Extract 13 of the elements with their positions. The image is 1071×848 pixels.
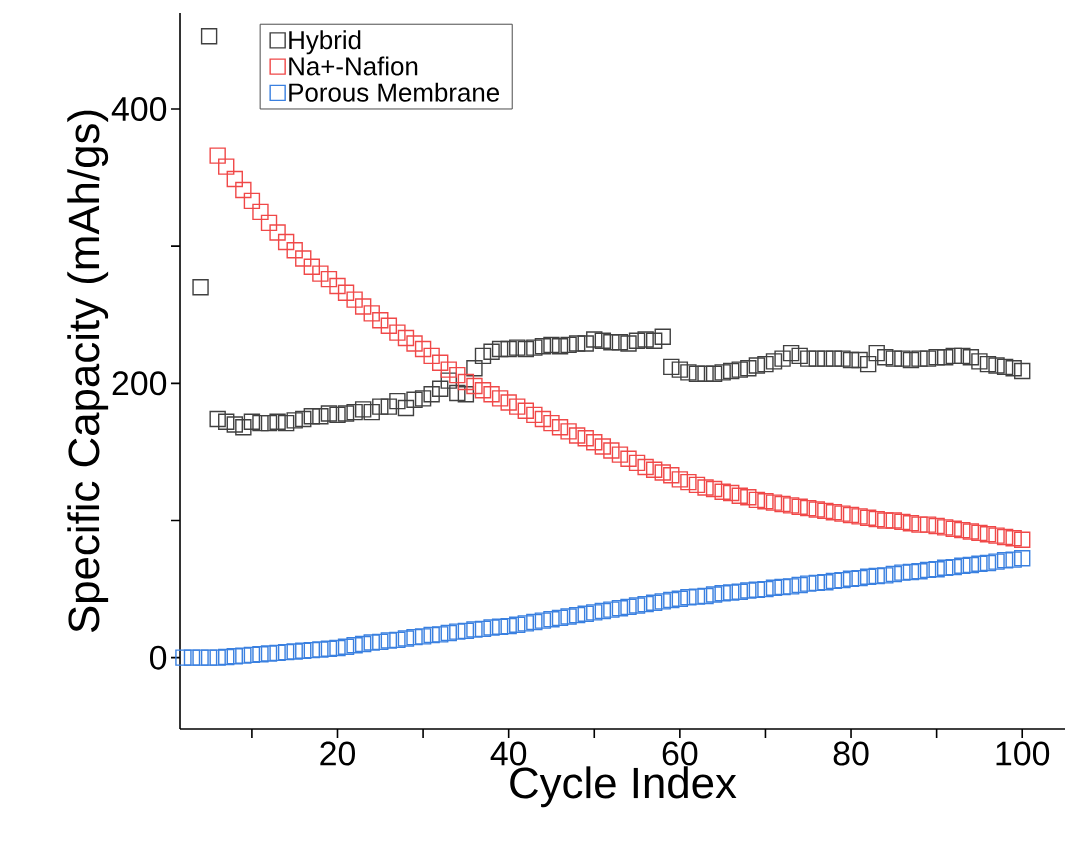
legend-label: Hybrid	[289, 30, 361, 55]
x-axis-title: Cycle Index	[510, 766, 737, 808]
x-tick-label: 60	[662, 741, 698, 766]
x-tick-label: 40	[490, 741, 527, 766]
x-tick-label: 80	[833, 741, 869, 766]
x-tick-label: 20	[320, 741, 356, 766]
y-tick-label: 400	[111, 97, 167, 121]
x-tick-label: 100	[996, 741, 1050, 766]
legend-label: Porous Membrane	[289, 82, 500, 102]
y-tick-label: 0	[149, 645, 167, 670]
y-axis-title: Specific Capacity (mAh/gs)	[67, 110, 109, 633]
y-tick-label: 200	[112, 371, 167, 396]
legend-label: Na+-Nafion	[289, 56, 418, 76]
